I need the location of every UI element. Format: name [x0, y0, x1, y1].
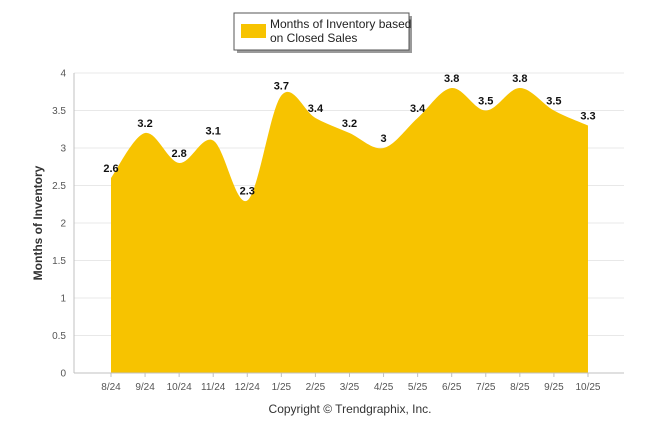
- y-tick-label: 2: [60, 219, 66, 230]
- y-tick-label: 4: [60, 69, 66, 80]
- copyright-footer: Copyright © Trendgraphix, Inc.: [269, 402, 432, 416]
- x-tick-label: 5/25: [408, 382, 428, 393]
- data-label: 3.4: [410, 103, 426, 115]
- data-label: 2.3: [240, 186, 255, 198]
- series-area: [111, 88, 588, 373]
- data-label: 3: [380, 133, 386, 145]
- y-tick-label: 3: [60, 144, 66, 155]
- data-label: 3.7: [274, 81, 289, 93]
- x-tick-label: 10/25: [575, 382, 600, 393]
- data-label: 3.8: [444, 73, 459, 85]
- y-tick-label: 0.5: [52, 331, 66, 342]
- y-tick-labels: 0 0.5 1 1.5 2 2.5 3 3.5 4: [52, 69, 66, 380]
- x-tick-label: 9/24: [135, 382, 155, 393]
- x-tick-label: 10/24: [167, 382, 192, 393]
- data-label: 2.8: [171, 148, 186, 160]
- x-tick-label: 2/25: [306, 382, 326, 393]
- data-label: 3.3: [580, 111, 595, 123]
- x-tick-label: 9/25: [544, 382, 564, 393]
- y-tick-label: 3.5: [52, 106, 66, 117]
- y-axis-title: Months of Inventory: [31, 165, 45, 280]
- x-tick-label: 7/25: [476, 382, 496, 393]
- data-label: 3.2: [342, 118, 357, 130]
- data-label: 3.2: [137, 118, 152, 130]
- x-tick-label: 11/24: [201, 382, 226, 393]
- x-tick-label: 1/25: [272, 382, 292, 393]
- data-label: 3.1: [206, 126, 221, 138]
- y-tick-label: 1.5: [52, 256, 66, 267]
- x-tick-label: 4/25: [374, 382, 394, 393]
- x-tick-labels: 8/24 9/24 10/24 11/24 12/24 1/25 2/25 3/25 4/25 5…: [101, 382, 601, 393]
- legend-label-line-2: on Closed Sales: [270, 31, 357, 45]
- data-label: 3.5: [478, 96, 493, 108]
- data-label: 3.5: [546, 96, 561, 108]
- legend-swatch: [241, 24, 266, 38]
- data-label: 3.8: [512, 73, 527, 85]
- legend-label-line-1: Months of Inventory based: [270, 17, 411, 31]
- y-tick-label: 2.5: [52, 181, 66, 192]
- y-tick-label: 0: [60, 369, 66, 380]
- x-tick-label: 8/25: [510, 382, 530, 393]
- x-tick-label: 3/25: [340, 382, 360, 393]
- legend: Months of Inventory based on Closed Sale…: [234, 13, 412, 53]
- data-label: 2.6: [103, 163, 118, 175]
- series-area-layer: [111, 88, 588, 373]
- data-label: 3.4: [308, 103, 324, 115]
- x-tick-label: 6/25: [442, 382, 462, 393]
- y-tick-label: 1: [60, 294, 66, 305]
- x-tick-label: 8/24: [101, 382, 121, 393]
- x-tick-label: 12/24: [235, 382, 260, 393]
